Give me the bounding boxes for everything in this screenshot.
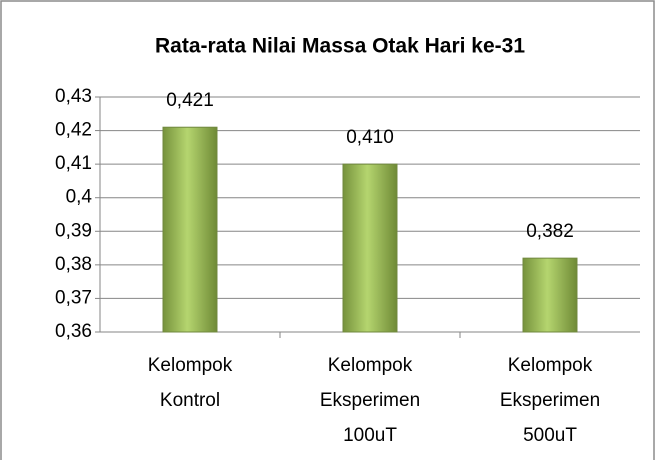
- data-label: 0,382: [526, 221, 574, 242]
- y-tick-label: 0,36: [55, 321, 92, 342]
- data-label: 0,410: [346, 127, 394, 148]
- data-label: 0,421: [166, 90, 214, 111]
- y-tick-label: 0,43: [55, 86, 92, 107]
- x-tick-label: Kelompok Eksperimen 500uT: [500, 355, 600, 446]
- bar: [162, 126, 218, 333]
- y-tick-label: 0,39: [55, 220, 92, 241]
- y-tick-label: 0,38: [55, 254, 92, 275]
- y-tick-label: 0,37: [55, 287, 92, 308]
- x-tick-label: Kelompok Eksperimen 100uT: [320, 355, 420, 446]
- y-tick-label: 0,41: [55, 153, 92, 174]
- chart-title: Rata-rata Nilai Massa Otak Hari ke-31: [155, 35, 525, 58]
- bar: [342, 163, 398, 333]
- x-tick-label: Kelompok Kontrol: [148, 355, 233, 411]
- y-tick-label: 0,42: [55, 120, 92, 141]
- bar: [522, 257, 578, 333]
- y-tick-label: 0,4: [66, 187, 93, 208]
